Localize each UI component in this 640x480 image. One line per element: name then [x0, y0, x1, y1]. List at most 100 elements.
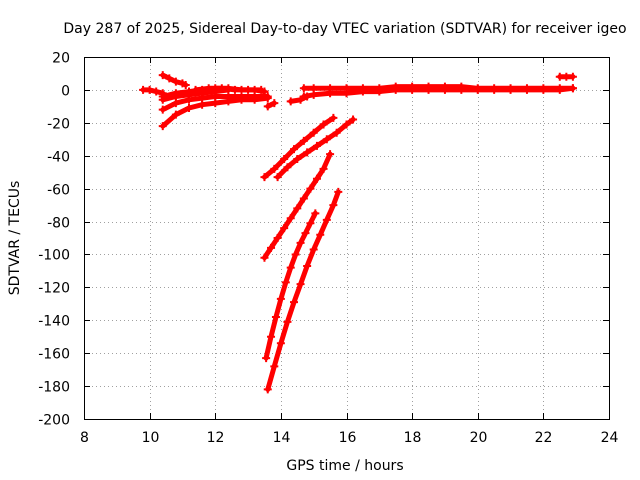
y-tick-label: 20: [52, 51, 70, 67]
data-point: [329, 201, 338, 210]
grid: [84, 57, 609, 419]
data-point: [152, 87, 161, 96]
data-point: [391, 82, 400, 91]
data-point: [171, 99, 180, 108]
data-point: [296, 280, 305, 289]
data-point: [191, 85, 200, 94]
data-point: [490, 84, 499, 93]
data-point: [568, 84, 577, 93]
data-point: [165, 74, 174, 83]
data-point: [329, 113, 338, 122]
y-axis-title: SDTVAR / TECUs: [7, 181, 23, 296]
x-tick-label: 14: [273, 430, 291, 446]
data-point: [158, 105, 167, 114]
y-tick-label: -180: [38, 380, 70, 396]
data-point: [244, 85, 253, 94]
data-point: [457, 82, 466, 91]
data-point: [267, 243, 276, 252]
chart-title: Day 287 of 2025, Sidereal Day-to-day VTE…: [63, 21, 626, 37]
data-point: [263, 102, 272, 111]
y-tick-label: -120: [38, 281, 70, 297]
data-point: [506, 84, 515, 93]
data-point: [257, 85, 266, 94]
x-tick-label: 22: [535, 430, 553, 446]
series-arc-k: [299, 82, 577, 93]
data-point: [267, 332, 276, 341]
data-point: [283, 163, 292, 172]
data-point: [473, 84, 482, 93]
data-point: [271, 312, 280, 321]
data-point: [291, 250, 300, 259]
data-point: [198, 100, 207, 109]
y-tick-label: -200: [38, 413, 70, 429]
data-point: [185, 104, 193, 113]
series-arc-l: [555, 72, 577, 81]
data-point: [342, 84, 351, 93]
data-point: [306, 219, 315, 228]
data-point: [171, 110, 180, 119]
data-point: [299, 92, 308, 101]
data-point: [408, 82, 417, 91]
x-axis-title: GPS time / hours: [286, 458, 403, 474]
data-point: [424, 82, 433, 91]
data-point: [217, 84, 226, 93]
data-point: [158, 95, 167, 104]
data-point: [299, 136, 308, 145]
data-point: [375, 84, 384, 93]
data-point: [309, 245, 318, 254]
data-point: [293, 204, 302, 213]
data-point: [262, 354, 271, 363]
data-point: [303, 261, 312, 270]
series-arc-o: [260, 150, 335, 262]
data-point: [539, 84, 548, 93]
data-point: [181, 80, 190, 89]
data-point: [309, 84, 318, 93]
data-point: [276, 294, 285, 303]
data-point: [293, 155, 302, 164]
series-arc-h: [263, 99, 279, 111]
data-point: [250, 95, 259, 104]
data-point: [211, 99, 220, 108]
series-arc-q: [263, 187, 343, 394]
data-point: [306, 184, 315, 193]
data-point: [263, 385, 272, 394]
data-point: [309, 128, 318, 137]
data-point: [273, 173, 282, 182]
data-point: [299, 194, 308, 203]
data-point: [270, 99, 279, 108]
data-point: [290, 145, 298, 154]
data-point: [273, 234, 282, 242]
data-point: [281, 278, 290, 287]
data-point: [568, 72, 577, 81]
data-point: [286, 214, 295, 223]
ticks: 8 10 12 14 16 18 20 22 24 20 0 -20 -40 -60 -80 -100 -120…: [38, 51, 618, 447]
x-tick-label: 20: [470, 430, 488, 446]
data-point: [312, 174, 321, 183]
data-point: [296, 238, 305, 247]
data-point: [263, 94, 272, 103]
data-point: [316, 230, 325, 239]
y-tick-label: -60: [47, 183, 70, 199]
data-point: [290, 298, 298, 307]
data-point: [224, 97, 233, 106]
x-tick-label: 10: [142, 430, 160, 446]
series-arc-p: [262, 209, 320, 363]
series-arc-n: [273, 115, 358, 182]
data-point: [326, 84, 335, 93]
x-tick-label: 18: [404, 430, 422, 446]
data-point: [319, 164, 328, 173]
y-tick-label: -160: [38, 347, 70, 363]
data-point: [349, 115, 358, 124]
data-point: [319, 120, 328, 129]
data-point: [342, 120, 351, 129]
series-arc-f: [158, 94, 272, 131]
data-point: [326, 150, 335, 159]
data-point: [270, 362, 279, 371]
data-point: [286, 263, 295, 272]
series-line: [262, 115, 336, 180]
data-point: [280, 155, 289, 164]
x-tick-label: 16: [339, 430, 357, 446]
data-point: [280, 224, 289, 233]
x-tick-label: 12: [207, 430, 225, 446]
